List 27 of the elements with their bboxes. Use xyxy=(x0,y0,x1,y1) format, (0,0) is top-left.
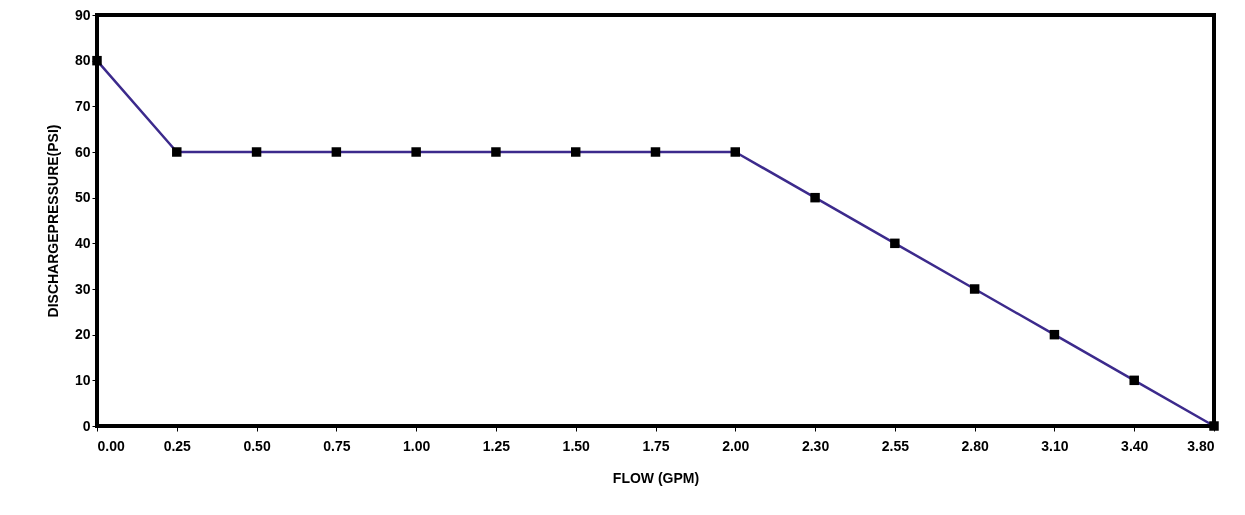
x-tick-label: 1.75 xyxy=(642,437,670,454)
x-tick-label: 0.00 xyxy=(97,437,125,454)
y-tick-label: 80 xyxy=(74,52,91,69)
x-tick-label: 2.30 xyxy=(801,437,830,454)
x-tick-label: 1.00 xyxy=(403,437,431,454)
y-axis-title: DISCHARGEPRESSURE(PSI) xyxy=(44,124,61,318)
x-tick-label: 3.40 xyxy=(1121,437,1149,454)
y-tick-label: 10 xyxy=(74,371,91,388)
y-tick-label: 0 xyxy=(82,417,91,434)
x-tick-label: 1.50 xyxy=(562,437,591,454)
x-tick-label: 3.10 xyxy=(1041,437,1069,454)
x-tick-label: 0.25 xyxy=(163,437,192,454)
y-tick-label: 20 xyxy=(74,326,91,343)
y-tick-label: 70 xyxy=(74,97,91,114)
y-tick-label: 60 xyxy=(74,143,91,160)
x-tick-label: 0.75 xyxy=(323,437,351,454)
x-axis-title: FLOW (GPM) xyxy=(612,469,700,486)
y-tick-label: 90 xyxy=(74,6,91,23)
x-tick-label: 0.50 xyxy=(243,437,271,454)
x-tick-label: 2.55 xyxy=(881,437,910,454)
y-tick-label: 40 xyxy=(74,234,91,251)
x-tick-label: 3.80 xyxy=(1187,437,1215,454)
x-tick-label: 2.80 xyxy=(961,437,989,454)
x-tick-label: 1.25 xyxy=(482,437,511,454)
x-tick-label: 2.00 xyxy=(722,437,750,454)
y-tick-label: 30 xyxy=(74,280,91,297)
y-tick-label: 50 xyxy=(74,189,91,206)
